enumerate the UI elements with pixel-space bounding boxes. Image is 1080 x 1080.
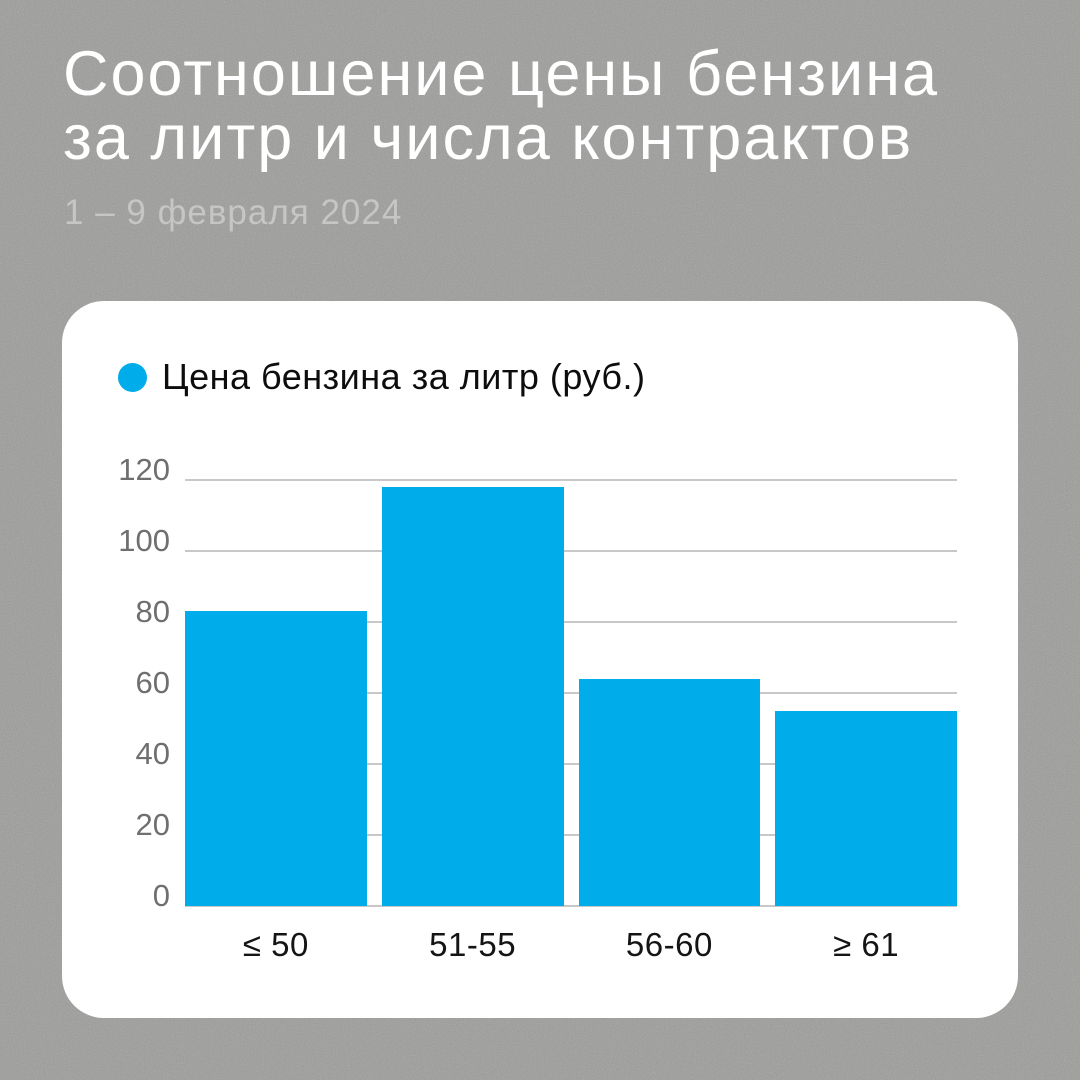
y-axis-tick-label: 100: [118, 523, 170, 558]
gridline: [185, 834, 957, 836]
gridline: [185, 479, 957, 481]
bars-group: [185, 480, 957, 906]
gridline: [185, 763, 957, 765]
y-axis: 0 20 40 60 80 100 120: [62, 454, 170, 911]
bar: [578, 678, 761, 906]
y-axis-tick-label: 20: [135, 807, 170, 842]
x-axis-tick-label: ≤ 50: [242, 926, 309, 963]
x-axis-tick-label: 56-60: [625, 926, 713, 963]
page-title-line2: за литр и числа контрактов: [63, 103, 914, 173]
page-subtitle: 1 – 9 февраля 2024: [64, 193, 403, 232]
x-axis-tick-label: ≥ 61: [833, 926, 900, 963]
page-title-line1: Соотношение цены бензина: [63, 39, 940, 109]
bar: [381, 487, 564, 906]
chart-card: Цена бензина за литр (руб.) 0 20 40 60 80 100…: [62, 301, 1018, 1018]
gridline: [185, 550, 957, 552]
y-axis-tick-label: 60: [135, 665, 170, 700]
legend-label: Цена бензина за литр (руб.): [162, 356, 646, 397]
page-title: Соотношение цены бензина за литр и числа…: [63, 42, 1043, 170]
chart-legend: Цена бензина за литр (руб.): [118, 356, 645, 398]
gridline: [185, 621, 957, 623]
x-axis: ≤ 50 51-55 56-60 ≥ 61: [185, 926, 957, 964]
gridline: [185, 692, 957, 694]
bar: [775, 710, 957, 906]
y-axis-tick-label: 80: [135, 594, 170, 629]
x-axis-tick-label: 51-55: [429, 926, 517, 963]
plot-area: [185, 479, 957, 907]
gridline: [185, 905, 957, 907]
legend-dot-icon: [118, 362, 147, 392]
y-axis-tick-label: 40: [135, 736, 170, 771]
bar: [185, 611, 367, 906]
y-axis-tick-label: 0: [152, 878, 170, 913]
y-axis-tick-label: 120: [118, 452, 170, 487]
